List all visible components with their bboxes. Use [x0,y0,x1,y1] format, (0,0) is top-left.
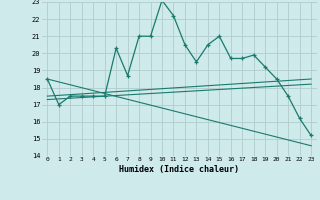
X-axis label: Humidex (Indice chaleur): Humidex (Indice chaleur) [119,165,239,174]
